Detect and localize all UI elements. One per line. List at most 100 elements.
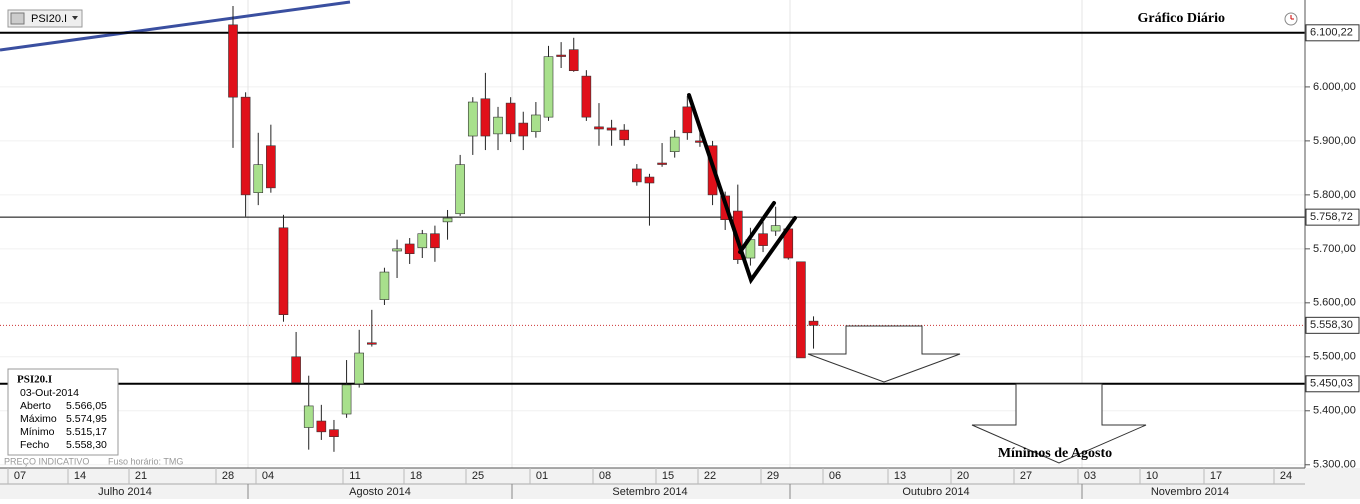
candle-body	[291, 356, 301, 384]
footer-note: Fuso horário: TMG	[108, 456, 183, 466]
candle-body	[657, 162, 667, 165]
info-name: PSI20.I	[17, 374, 52, 386]
x-tick-label: 08	[599, 470, 611, 482]
pattern-lines	[687, 93, 797, 285]
info-label: Aberto	[20, 400, 51, 412]
x-tick-label: 13	[894, 470, 906, 482]
x-tick-label: 29	[767, 470, 779, 482]
pattern-line	[687, 93, 797, 285]
x-tick-label: 18	[410, 470, 422, 482]
x-tick-label: 21	[135, 470, 147, 482]
candle-body	[669, 136, 680, 152]
trend-line	[0, 0, 351, 52]
info-value: 5.558,30	[66, 439, 107, 451]
candle-body	[228, 24, 238, 98]
x-tick-label: 06	[829, 470, 841, 482]
candle-body	[329, 429, 339, 437]
x-tick-label: 25	[472, 470, 484, 482]
level-label-box	[1305, 316, 1360, 334]
candle-body	[518, 122, 529, 137]
symbol-tab[interactable]	[7, 9, 83, 28]
x-tick-label: 20	[957, 470, 969, 482]
x-tick-label: 07	[14, 470, 26, 482]
level-label: 6.100,22	[1310, 27, 1353, 39]
candle-body	[253, 164, 264, 194]
arrow	[971, 383, 1147, 464]
info-date: 03-Out-2014	[20, 387, 79, 399]
x-tick-label: 04	[262, 470, 274, 482]
x-tick-label: 01	[536, 470, 548, 482]
candle-body	[632, 168, 642, 183]
candle-body	[682, 106, 693, 134]
month-label: Novembro 2014	[1151, 486, 1229, 498]
candle-body	[278, 227, 289, 315]
candle-body	[556, 54, 566, 57]
candle-body	[808, 320, 819, 326]
level-label-box	[1305, 24, 1360, 42]
candle-body	[430, 233, 440, 249]
candle-body	[758, 233, 768, 246]
dropdown-arrow[interactable]	[72, 16, 78, 20]
y-tick-label: 5.700,00	[1313, 243, 1356, 255]
month-label: Setembro 2014	[612, 486, 687, 498]
info-label: Fecho	[20, 439, 49, 451]
month-label: Agosto 2014	[349, 486, 411, 498]
x-tick-label: 11	[349, 470, 360, 482]
candle-body	[606, 127, 617, 131]
candle-body	[594, 126, 604, 130]
info-box	[7, 368, 119, 456]
y-tick-label: 5.800,00	[1313, 189, 1356, 201]
candle-body	[467, 101, 478, 137]
x-tick-label: 28	[222, 470, 234, 482]
y-tick-label: 5.600,00	[1313, 297, 1356, 309]
candle-body	[480, 98, 491, 137]
pattern-line	[738, 201, 776, 254]
candle-body	[644, 176, 655, 184]
candle-body	[367, 342, 377, 345]
y-tick-label: 5.400,00	[1313, 405, 1356, 417]
candle-body	[568, 49, 579, 72]
x-tick-label: 14	[74, 470, 86, 482]
candle-body	[531, 114, 541, 133]
y-tick-label: 5.900,00	[1313, 135, 1356, 147]
x-tick-label: 22	[704, 470, 716, 482]
month-label: Outubro 2014	[902, 486, 969, 498]
candle-body	[493, 116, 503, 135]
candle-body	[354, 352, 365, 385]
chart-title: Gráfico Diário	[1138, 11, 1225, 26]
grid	[0, 0, 1305, 468]
candle-body	[316, 420, 327, 433]
footer-note: PREÇO INDICATIVO	[4, 456, 89, 466]
level-label: 5.558,30	[1310, 319, 1353, 331]
info-label: Mínimo	[20, 426, 55, 438]
candle-body	[455, 164, 465, 215]
candle-body	[240, 96, 251, 196]
candle-body	[619, 129, 630, 141]
y-tick-label: 5.500,00	[1313, 351, 1356, 363]
candle-body	[442, 217, 453, 223]
level-label: 5.450,03	[1310, 378, 1353, 390]
candle-body	[796, 261, 806, 359]
x-tick-label: 27	[1020, 470, 1032, 482]
info-value: 5.574,95	[66, 413, 107, 425]
symbol-name: PSI20.I	[31, 13, 67, 25]
candle-body	[266, 145, 276, 189]
y-axis: 5.300,00 5.400,00 5.500,00 5.600,00 5.700,00…	[1305, 24, 1360, 471]
info-rows: Aberto 5.566,05 Máximo 5.574,95 Mínimo 5.515,…	[20, 400, 107, 451]
y-tick-label: 6.000,00	[1313, 81, 1356, 93]
arrow	[807, 325, 961, 383]
level-label-box	[1305, 375, 1360, 393]
candle-body	[417, 233, 428, 249]
info-label: Máximo	[20, 413, 57, 425]
candle-body	[505, 102, 516, 135]
level-label: 5.758,72	[1310, 211, 1353, 223]
candle-body	[543, 56, 554, 118]
y-tick-label: 5.300,00	[1313, 459, 1356, 471]
x-tick-label: 03	[1084, 470, 1096, 482]
month-label: Julho 2014	[98, 486, 152, 498]
x-tick-label: 24	[1280, 470, 1292, 482]
info-value: 5.515,17	[66, 426, 107, 438]
info-value: 5.566,05	[66, 400, 107, 412]
